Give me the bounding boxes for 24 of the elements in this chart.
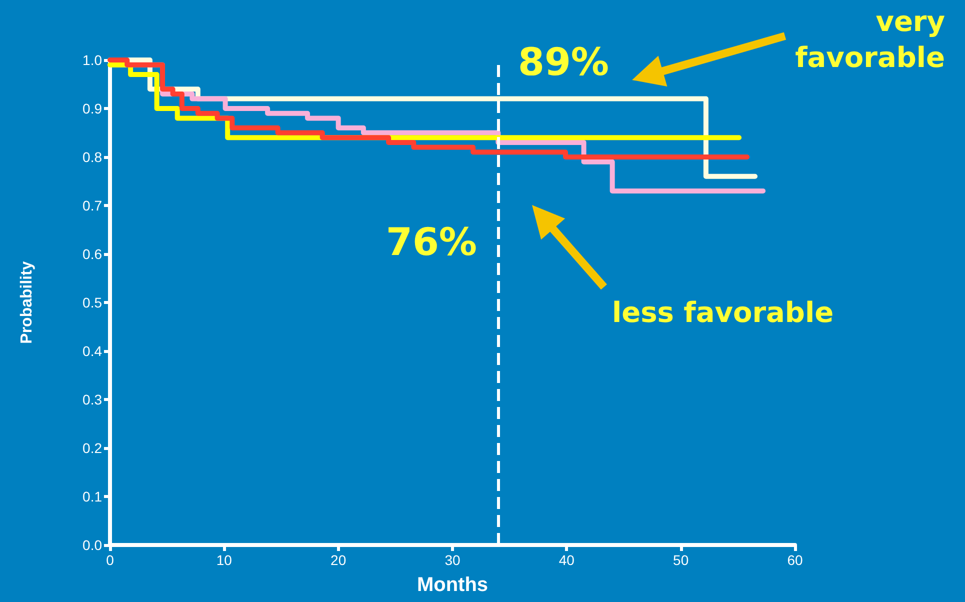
y-tick-label: 0.6: [82, 246, 102, 262]
y-tick-label: 0.8: [82, 149, 102, 165]
annotation: less favorable: [612, 296, 834, 329]
annotation: 76%: [386, 220, 477, 264]
x-tick-label: 0: [106, 552, 114, 568]
x-tick-label: 50: [673, 552, 689, 568]
y-tick-label: 0.4: [82, 343, 102, 359]
y-tick-label: 0.9: [82, 100, 102, 116]
y-tick-label: 0.3: [82, 392, 102, 408]
x-tick-label: 60: [787, 552, 803, 568]
annotation: very favorable: [794, 4, 945, 76]
y-tick-label: 0.7: [82, 198, 102, 214]
x-tick-label: 30: [444, 552, 460, 568]
x-axis-title: Months: [416, 574, 488, 596]
annotation: 89%: [518, 40, 609, 84]
x-tick-label: 20: [330, 552, 346, 568]
y-tick-label: 0.1: [82, 488, 102, 504]
x-tick-label: 10: [216, 552, 232, 568]
x-tick-label: 40: [558, 552, 575, 568]
y-tick-label: 0.2: [82, 440, 102, 456]
y-tick-label: 0.5: [82, 294, 102, 310]
y-tick-label: 1.0: [82, 52, 102, 68]
y-tick-label: 0.0: [82, 537, 102, 553]
y-axis-title: Probability: [18, 261, 36, 344]
